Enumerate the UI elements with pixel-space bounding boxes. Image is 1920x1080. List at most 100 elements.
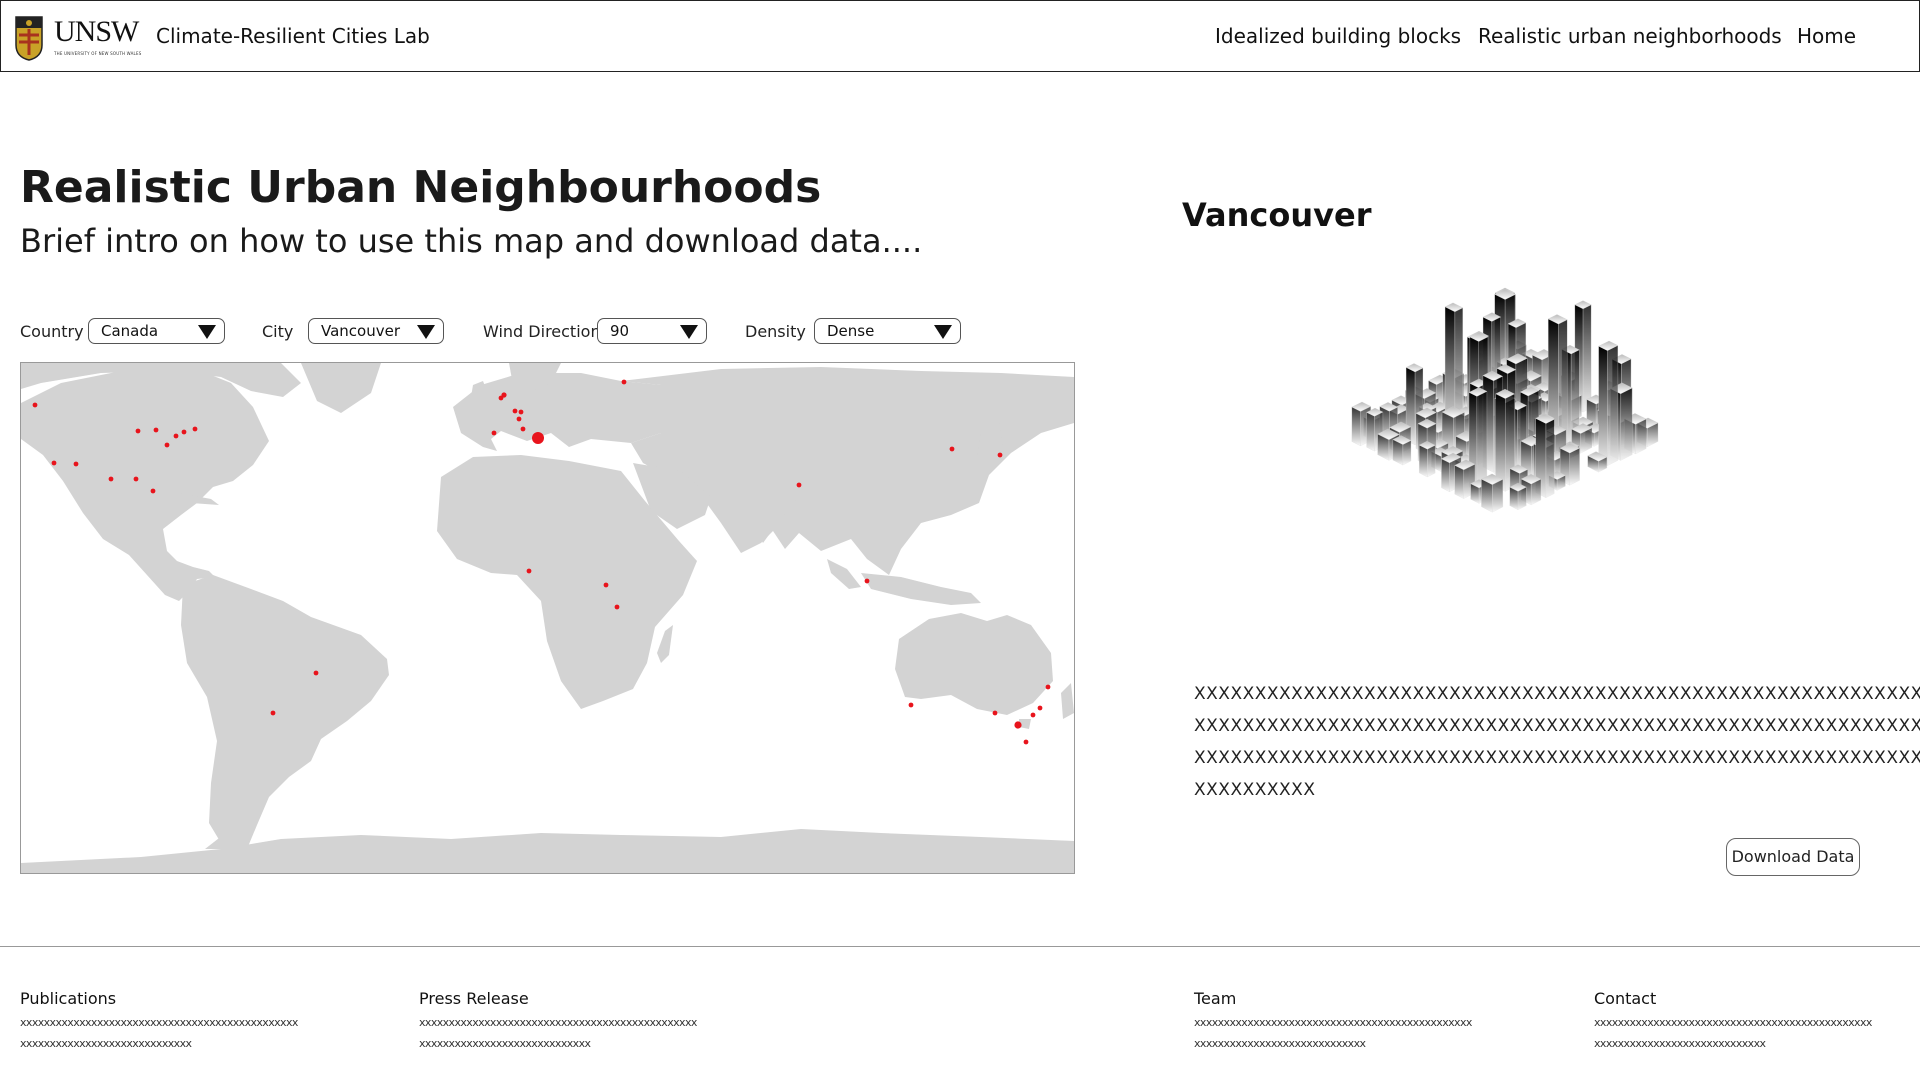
footer-contact-text: xxxxxxxxxxxxxxxxxxxxxxxxxxxxx	[1594, 1037, 1766, 1050]
city-marker[interactable]	[135, 428, 141, 434]
city-marker[interactable]	[1023, 739, 1029, 745]
building-face	[1598, 345, 1608, 466]
building-face	[1351, 406, 1361, 447]
land-madagascar	[657, 625, 673, 663]
footer-publications-text: xxxxxxxxxxxxxxxxxxxxxxxxxxxxxxxxxxxxxxxx…	[20, 1016, 298, 1029]
city-marker[interactable]	[181, 429, 187, 435]
building-face	[1454, 465, 1464, 499]
city-label: City	[262, 322, 294, 341]
building-face	[1571, 423, 1593, 434]
footer-contact-title[interactable]: Contact	[1594, 989, 1657, 1008]
building-face	[1481, 473, 1504, 485]
density-select[interactable]: Dense	[814, 318, 961, 344]
nav-idealized-building-blocks[interactable]: Idealized building blocks	[1215, 24, 1462, 48]
city-marker[interactable]	[313, 670, 319, 676]
city-marker-selected[interactable]	[532, 432, 544, 444]
city-marker[interactable]	[1014, 721, 1022, 729]
density-label: Density	[745, 322, 806, 341]
city-marker[interactable]	[603, 582, 609, 588]
unsw-crest-icon[interactable]	[14, 15, 44, 61]
building-face	[1635, 418, 1647, 455]
chevron-down-icon	[198, 325, 216, 339]
city-markers[interactable]	[32, 379, 1051, 745]
page-intro: Brief intro on how to use this map and d…	[20, 222, 923, 260]
footer-team-text: xxxxxxxxxxxxxxxxxxxxxxxxxxxxx	[1194, 1037, 1366, 1050]
footer-press-release-text: xxxxxxxxxxxxxxxxxxxxxxxxxxxxx	[419, 1037, 591, 1050]
city-marker[interactable]	[992, 710, 998, 716]
city-marker[interactable]	[73, 461, 79, 467]
city-marker[interactable]	[908, 702, 914, 708]
city-marker[interactable]	[501, 392, 507, 398]
city-marker[interactable]	[949, 446, 955, 452]
city-marker[interactable]	[192, 426, 198, 432]
building-face	[1506, 353, 1528, 365]
city-marker[interactable]	[270, 710, 276, 716]
city-marker[interactable]	[796, 482, 802, 488]
building-face	[1377, 428, 1400, 440]
land-new-zealand	[1061, 683, 1074, 719]
city-marker[interactable]	[133, 476, 139, 482]
world-map[interactable]	[20, 362, 1075, 874]
building-face	[1419, 444, 1428, 478]
city-select[interactable]: Vancouver	[308, 318, 444, 344]
land-arabia	[633, 463, 711, 529]
download-data-button[interactable]: Download Data	[1726, 838, 1860, 876]
building-face	[1509, 464, 1529, 474]
building-face	[1441, 452, 1462, 463]
city-marker[interactable]	[153, 427, 159, 433]
chevron-down-icon	[680, 325, 698, 339]
city-buildings	[1351, 287, 1659, 513]
city-description-line: XXXXXXXXXXXXXXXXXXXXXXXXXXXXXXXXXXXXXXXX…	[1194, 716, 1920, 736]
city-marker[interactable]	[108, 476, 114, 482]
building-face	[1535, 414, 1555, 424]
land-tasmania	[1019, 719, 1031, 729]
country-select[interactable]: Canada	[88, 318, 225, 344]
site-title[interactable]: Climate-Resilient Cities Lab	[156, 24, 430, 48]
city-marker[interactable]	[526, 568, 532, 574]
footer-divider	[0, 946, 1920, 947]
footer-press-release-title[interactable]: Press Release	[419, 989, 529, 1008]
city-marker[interactable]	[491, 430, 497, 436]
city-marker[interactable]	[518, 409, 524, 415]
land-greenland	[301, 363, 381, 413]
footer-team-title[interactable]: Team	[1194, 989, 1237, 1008]
building-face	[1366, 407, 1384, 417]
city-marker[interactable]	[1030, 712, 1036, 718]
city-marker[interactable]	[516, 416, 522, 422]
city-marker[interactable]	[997, 452, 1003, 458]
city-marker[interactable]	[520, 426, 526, 432]
city-marker[interactable]	[51, 460, 57, 466]
country-label: Country	[20, 322, 84, 341]
city-marker[interactable]	[864, 578, 870, 584]
world-map-svg[interactable]	[21, 363, 1074, 873]
building-face	[1427, 445, 1436, 478]
footer-publications-title[interactable]: Publications	[20, 989, 117, 1008]
building-face	[1454, 459, 1476, 470]
land-antarctic-peninsula	[205, 833, 243, 849]
building-face	[1598, 340, 1619, 351]
land-masses	[21, 363, 1074, 873]
city-description-line: XXXXXXXXXXXXXXXXXXXXXXXXXXXXXXXXXXXXXXXX…	[1194, 684, 1920, 704]
building-face	[1582, 304, 1592, 413]
city-marker[interactable]	[150, 488, 156, 494]
city-marker[interactable]	[1045, 684, 1051, 690]
city-marker[interactable]	[512, 408, 518, 414]
land-south-america	[181, 575, 389, 853]
nav-home[interactable]: Home	[1797, 24, 1857, 48]
city-marker[interactable]	[1037, 705, 1043, 711]
unsw-logo-text[interactable]: UNSW	[54, 15, 139, 48]
wind-direction-select[interactable]: 90	[597, 318, 707, 344]
city-3d-model-image	[1351, 287, 1659, 513]
city-marker[interactable]	[164, 442, 170, 448]
city-marker[interactable]	[614, 604, 620, 610]
city-marker[interactable]	[621, 379, 627, 385]
building-face	[1389, 421, 1412, 433]
land-japan	[977, 419, 1003, 461]
city-description-line: XXXXXXXXXX	[1194, 780, 1316, 800]
city-marker[interactable]	[173, 433, 179, 439]
city-marker[interactable]	[498, 395, 504, 401]
building-face	[1607, 345, 1619, 466]
nav-realistic-urban-neighborhoods[interactable]: Realistic urban neighborhoods	[1478, 24, 1782, 48]
city-marker[interactable]	[32, 402, 38, 408]
building-face	[1468, 387, 1488, 397]
